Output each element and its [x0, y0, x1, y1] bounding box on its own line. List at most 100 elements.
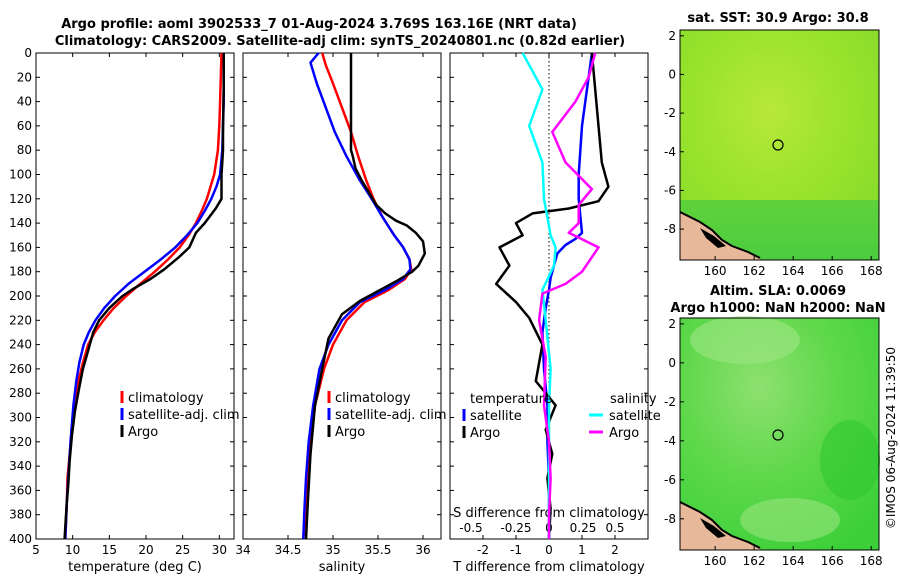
- y-tick-label: 220: [9, 313, 32, 327]
- s-tick-label: -0.5: [459, 521, 482, 535]
- s-tick-label: -0.25: [500, 521, 531, 535]
- y-tick-label: 280: [9, 386, 32, 400]
- sla-island-1: [700, 518, 726, 538]
- sst-map-title: sat. SST: 30.9 Argo: 30.8: [687, 11, 868, 26]
- imos-timestamp-watermark: ©IMOS 06-Aug-2024 11:39:50: [884, 347, 898, 529]
- y-tick-label: 100: [9, 168, 32, 182]
- series-line-satellite-adj-clim: [302, 52, 412, 540]
- y-tick-label: 320: [9, 435, 32, 449]
- x-tick-label: 20: [138, 543, 153, 557]
- y-tick-label: 400: [9, 532, 32, 546]
- y-tick-label: 300: [9, 411, 32, 425]
- legend-label: satellite-adj. clim: [335, 408, 447, 423]
- map-y-tick-label: -2: [664, 395, 676, 409]
- y-tick-label: 260: [9, 362, 32, 376]
- x-tick-label: 1: [578, 543, 586, 557]
- x-tick-label: 36: [415, 543, 430, 557]
- y-tick-label: 200: [9, 289, 32, 303]
- x-tick-label: 34: [235, 543, 250, 557]
- axes-frame: [35, 52, 235, 540]
- map-x-tick-label: 168: [860, 264, 883, 278]
- temperature-panel: 0 20 40 60 80 100 120 140 160 180 200 220 240 260 280 3…: [9, 46, 240, 575]
- sla-map-frame: [679, 317, 880, 551]
- legend-label: Argo: [335, 425, 365, 440]
- sla-argo-location-marker: [772, 429, 784, 441]
- sst-argo-location-marker: [772, 139, 784, 151]
- map-x-tick-label: 166: [821, 554, 844, 568]
- y-tick-label: 380: [9, 508, 32, 522]
- x-tick-label: 30: [212, 543, 227, 557]
- sla-map: 160 162 164 166 168 2 0 -2 -4 -6 -8: [664, 316, 883, 568]
- map-y-tick-label: -8: [664, 512, 676, 526]
- sst-map: 160 162 164 166 168 2 0 -2 -4 -6 -8: [664, 29, 883, 278]
- sst-coastline: [679, 211, 761, 259]
- y-tick-label: 160: [9, 240, 32, 254]
- legend-label: satellite: [609, 409, 661, 424]
- legend-label: Argo: [470, 426, 500, 441]
- x-tick-label: -2: [477, 543, 489, 557]
- x-tick-label: 2: [611, 543, 619, 557]
- x-tick-label: 35.5: [365, 543, 392, 557]
- y-tick-label: 80: [17, 143, 32, 157]
- s-tick-label: 0.5: [605, 521, 624, 535]
- x-axis-label: salinity: [319, 560, 366, 575]
- salinity-panel: 34 34.5 35 35.5 36 salinity climatology satelli…: [235, 52, 447, 575]
- x-tick-label: 5: [32, 543, 40, 557]
- map-y-tick-label: -6: [664, 183, 676, 197]
- legend-label: climatology: [128, 391, 204, 406]
- sst-map-frame: [679, 29, 880, 261]
- sla-low-patch: [820, 420, 880, 500]
- legend-label: satellite-adj. clim: [128, 408, 240, 423]
- sla-high-patch-south: [740, 498, 840, 542]
- x-tick-label: 10: [65, 543, 80, 557]
- legend-label: satellite: [470, 409, 522, 424]
- series-line-argo: [63, 53, 225, 540]
- y-tick-label: 60: [17, 119, 32, 133]
- legend-label: climatology: [335, 391, 411, 406]
- map-x-tick-label: 166: [821, 264, 844, 278]
- x-axis-label: T difference from climatology: [452, 560, 645, 575]
- x-tick-label: 0: [545, 543, 553, 557]
- legend-label: Argo: [609, 426, 639, 441]
- map-y-tick-label: 2: [668, 317, 676, 331]
- sla-high-patch: [690, 316, 800, 364]
- y-tick-label: 20: [17, 70, 32, 84]
- y-tick-label: 40: [17, 95, 32, 109]
- sla-map-subtitle: Argo h1000: NaN h2000: NaN: [670, 301, 885, 316]
- map-x-tick-label: 162: [743, 264, 766, 278]
- y-tick-label: 360: [9, 483, 32, 497]
- map-x-tick-label: 160: [704, 264, 727, 278]
- x-axis-label: temperature (deg C): [68, 560, 202, 575]
- sla-map-title: Altim. SLA: 0.0069: [710, 284, 846, 299]
- map-x-tick-label: 162: [743, 554, 766, 568]
- series-line-argo: [304, 53, 427, 540]
- map-y-tick-label: -8: [664, 222, 676, 236]
- x-tick-label: -1: [510, 543, 522, 557]
- y-tick-label: 180: [9, 265, 32, 279]
- y-tick-label: 240: [9, 338, 32, 352]
- figure-title-line2: Climatology: CARS2009. Satellite-adj cli…: [55, 34, 625, 49]
- series-line-salinity-satellite: [521, 52, 557, 539]
- y-tick-label: 140: [9, 216, 32, 230]
- map-y-tick-label: -2: [664, 106, 676, 120]
- sla-coastline: [679, 501, 761, 549]
- s-tick-label: 0.25: [570, 521, 597, 535]
- x-tick-label: 34.5: [275, 543, 302, 557]
- x-tick-label: 15: [102, 543, 117, 557]
- series-line-salinity-argo: [537, 52, 600, 539]
- map-y-tick-label: 0: [668, 67, 676, 81]
- legend-title-salinity: salinity: [610, 392, 657, 407]
- legend-title-temperature: temperature: [470, 392, 552, 407]
- y-tick-label: 120: [9, 192, 32, 206]
- map-x-tick-label: 168: [860, 554, 883, 568]
- figure-title-line1: Argo profile: aoml 3902533_7 01-Aug-2024…: [61, 17, 577, 32]
- legend-label: Argo: [128, 425, 158, 440]
- sla-land-solomon: [680, 502, 760, 550]
- y-tick-label: 340: [9, 459, 32, 473]
- sst-land-solomon: [680, 212, 760, 260]
- map-y-tick-label: 2: [668, 29, 676, 43]
- map-y-tick-label: -4: [664, 145, 676, 159]
- y-tick-label: 0: [24, 46, 32, 60]
